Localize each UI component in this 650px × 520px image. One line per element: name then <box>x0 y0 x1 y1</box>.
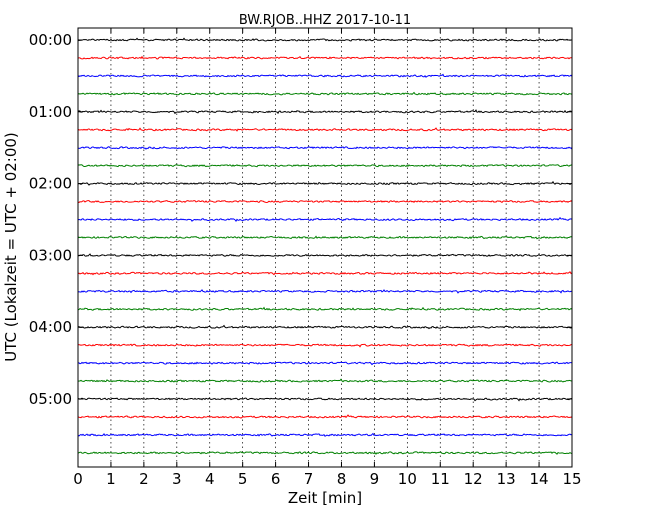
seismogram-traces <box>77 37 573 455</box>
x-tick-label: 12 <box>464 470 483 488</box>
trace-05:15 <box>77 414 573 419</box>
chart-title: BW.RJOB..HHZ 2017-10-11 <box>239 13 411 28</box>
trace-00:30 <box>77 73 573 78</box>
x-tick-label: 9 <box>370 470 380 488</box>
y-tick-label: 02:00 <box>29 175 72 193</box>
plot-frame <box>77 27 573 468</box>
trace-04:15 <box>77 343 573 348</box>
x-tick-label: 8 <box>337 470 347 488</box>
x-tick-label: 7 <box>304 470 314 488</box>
x-tick-label: 15 <box>562 470 581 488</box>
y-axis-ticks: 00:00 01:00 02:00 03:00 04:00 05:00 <box>29 31 572 408</box>
x-tick-label: 1 <box>106 470 116 488</box>
vertical-gridlines <box>110 28 540 467</box>
x-axis-ticks: 0 1 2 3 4 5 6 7 8 9 10 11 12 13 14 15 <box>73 28 582 488</box>
trace-05:30 <box>77 432 573 437</box>
trace-05:45 <box>77 451 573 455</box>
x-tick-label: 5 <box>238 470 248 488</box>
x-tick-label: 0 <box>73 470 83 488</box>
y-tick-label: 05:00 <box>29 390 72 408</box>
trace-04:00 <box>77 324 573 330</box>
trace-03:45 <box>77 306 573 312</box>
trace-01:00 <box>77 109 573 115</box>
trace-02:45 <box>77 235 573 240</box>
trace-00:15 <box>77 55 573 60</box>
x-axis-label: Zeit [min] <box>288 489 362 507</box>
x-tick-label: 6 <box>271 470 281 488</box>
x-tick-label: 10 <box>398 470 417 488</box>
x-tick-label: 11 <box>431 470 450 488</box>
trace-04:45 <box>77 378 573 383</box>
trace-02:30 <box>77 216 573 223</box>
y-tick-label: 03:00 <box>29 246 72 264</box>
x-tick-label: 4 <box>205 470 215 488</box>
y-axis-label: UTC (Lokalzeit = UTC + 02:00) <box>2 132 20 362</box>
trace-01:30 <box>77 146 573 150</box>
x-tick-label: 2 <box>139 470 149 488</box>
trace-00:45 <box>77 91 573 96</box>
trace-00:00 <box>77 37 573 42</box>
trace-03:15 <box>77 271 573 276</box>
trace-03:30 <box>77 289 573 294</box>
trace-02:15 <box>77 200 573 204</box>
x-tick-label: 14 <box>530 470 549 488</box>
trace-04:30 <box>77 361 573 366</box>
trace-01:15 <box>77 127 573 132</box>
x-tick-label: 13 <box>497 470 516 488</box>
trace-05:00 <box>77 397 573 402</box>
trace-02:00 <box>77 180 573 186</box>
y-tick-label: 01:00 <box>29 103 72 121</box>
trace-01:45 <box>77 164 573 168</box>
x-tick-label: 3 <box>172 470 182 488</box>
y-tick-label: 00:00 <box>29 31 72 49</box>
trace-03:00 <box>77 253 573 257</box>
y-tick-label: 04:00 <box>29 318 72 336</box>
